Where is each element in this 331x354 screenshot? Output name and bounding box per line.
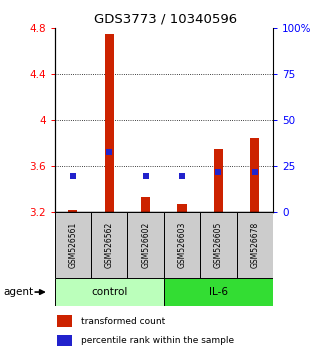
- Text: GSM526602: GSM526602: [141, 222, 150, 268]
- Text: transformed count: transformed count: [81, 316, 165, 326]
- Bar: [55, 278, 164, 306]
- Bar: [105, 34, 114, 212]
- Text: GSM526561: GSM526561: [68, 222, 77, 268]
- Text: GSM526678: GSM526678: [250, 222, 260, 268]
- Bar: [141, 198, 150, 212]
- Bar: [91, 212, 127, 278]
- Bar: [237, 212, 273, 278]
- Bar: [214, 149, 223, 212]
- Bar: [177, 204, 187, 212]
- Bar: [127, 212, 164, 278]
- Text: agent: agent: [3, 287, 33, 297]
- Text: GSM526562: GSM526562: [105, 222, 114, 268]
- Text: control: control: [91, 287, 127, 297]
- Text: GSM526605: GSM526605: [214, 222, 223, 268]
- Bar: [164, 212, 200, 278]
- Bar: [55, 212, 91, 278]
- Bar: [68, 210, 77, 212]
- Bar: [200, 212, 237, 278]
- Bar: [250, 138, 260, 212]
- Bar: [57, 315, 72, 327]
- Text: IL-6: IL-6: [209, 287, 228, 297]
- Text: percentile rank within the sample: percentile rank within the sample: [81, 336, 234, 345]
- Bar: [164, 278, 273, 306]
- Text: GSM526603: GSM526603: [177, 222, 187, 268]
- Bar: [57, 335, 72, 346]
- Text: GDS3773 / 10340596: GDS3773 / 10340596: [94, 12, 237, 25]
